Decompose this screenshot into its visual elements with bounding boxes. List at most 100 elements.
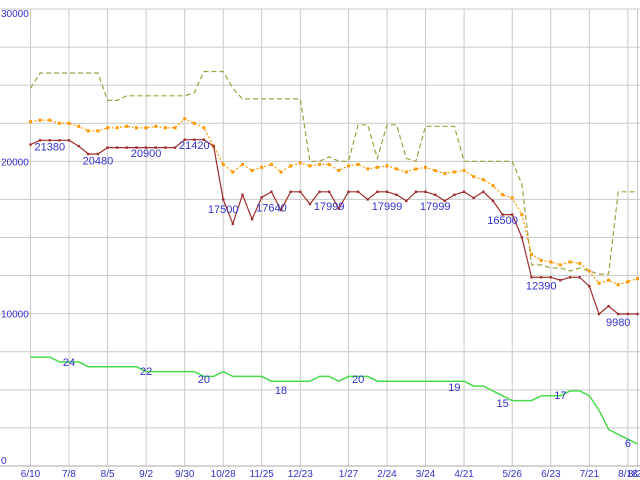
lowest-price-marker: [549, 276, 552, 279]
lowest-price-marker: [588, 285, 591, 288]
lowest-price-marker: [328, 190, 331, 193]
average-price-marker: [269, 162, 273, 166]
lowest-price-marker: [106, 146, 109, 149]
average-price-marker: [375, 165, 379, 169]
average-price-marker: [558, 263, 562, 267]
series-store-count: [30, 356, 638, 445]
average-price-marker: [424, 165, 427, 169]
lowest-price-marker: [578, 276, 581, 279]
average-price-marker: [48, 118, 52, 122]
lowest-price-marker: [424, 190, 427, 193]
average-price-marker: [308, 164, 312, 168]
lowest-price-marker: [125, 146, 128, 149]
average-price-marker: [106, 126, 110, 130]
lowest-price-marker: [356, 190, 360, 193]
series-average-price: [29, 117, 639, 287]
lowest-price-marker: [472, 196, 475, 200]
x-axis-label: 2/24: [377, 469, 397, 480]
average-price-marker: [597, 281, 601, 285]
lowest-price-marker: [385, 190, 389, 193]
average-price-marker: [192, 121, 196, 125]
average-price-marker: [607, 278, 611, 282]
lowest-price-marker: [58, 139, 61, 142]
lowest-price-marker: [520, 236, 524, 239]
price-annotation: 17999: [372, 201, 403, 213]
x-axis-label: 8/25: [628, 469, 640, 480]
average-price-marker: [327, 162, 331, 166]
lowest-price-marker: [212, 144, 215, 148]
average-price-marker: [395, 167, 399, 171]
lowest-price-marker: [559, 279, 562, 282]
count-annotation: 22: [140, 366, 152, 378]
average-price-marker: [135, 126, 138, 130]
lowest-price-marker: [626, 312, 630, 316]
lowest-price-marker: [77, 144, 80, 148]
y-axis-label: 10000: [1, 310, 29, 321]
price-annotation: 17500: [208, 204, 239, 216]
average-price-marker: [366, 167, 370, 171]
average-price-marker: [404, 170, 408, 174]
lowest-price-marker: [462, 190, 466, 193]
lowest-price-marker: [116, 146, 119, 149]
lowest-price-marker: [38, 139, 42, 142]
lowest-price-marker: [617, 312, 620, 316]
average-price-marker: [38, 118, 42, 122]
x-axis-label: 12/23: [288, 469, 313, 480]
price-annotation: 17999: [314, 201, 345, 213]
x-axis-label: 10/28: [211, 469, 236, 480]
lowest-price-marker: [491, 199, 495, 203]
x-axis-label: 1/27: [339, 469, 359, 480]
lowest-price-marker: [289, 190, 292, 193]
lowest-price-marker: [183, 138, 186, 141]
average-price-marker: [163, 126, 167, 130]
lowest-price-marker: [29, 143, 32, 146]
series-lowest-price: [29, 138, 639, 316]
average-price-marker: [173, 126, 177, 130]
average-price-marker: [501, 193, 505, 197]
lowest-price-marker: [96, 152, 100, 156]
x-axis-label: 9/30: [175, 469, 195, 480]
average-price-marker: [568, 260, 572, 264]
x-axis-label: 11/25: [250, 469, 275, 480]
average-price-marker: [472, 175, 476, 179]
lowest-price-marker: [366, 198, 369, 201]
average-price-marker: [510, 196, 514, 200]
lowest-price-marker: [482, 190, 485, 193]
average-price-marker: [626, 280, 630, 284]
count-annotation: 24: [63, 357, 75, 369]
average-price-marker: [183, 117, 187, 121]
lowest-price-marker: [395, 193, 398, 196]
lowest-price-marker: [376, 190, 379, 193]
average-price-marker: [29, 120, 32, 124]
average-price-marker: [202, 126, 206, 130]
x-axis-label: 3/24: [416, 469, 436, 480]
lowest-price-marker: [270, 190, 273, 193]
y-axis-label: 20000: [1, 157, 29, 168]
count-annotation: 18: [275, 385, 287, 397]
lowest-price-marker: [222, 198, 225, 201]
grid-lines: [0, 8, 640, 467]
average-price-marker: [530, 252, 533, 256]
average-price-marker: [491, 184, 495, 188]
axis-labels: 30000 20000 10000 0 6/10 7/8 8/5 9/2 9/30 10/28 11…: [1, 9, 640, 480]
average-price-marker: [144, 126, 148, 130]
price-annotation: 20900: [131, 148, 162, 160]
price-annotation: 21420: [179, 140, 210, 152]
x-axis-label: 5/26: [502, 469, 522, 480]
count-annotation: 19: [448, 382, 460, 394]
price-annotation: 9980: [606, 317, 630, 329]
lowest-price-marker: [193, 138, 196, 141]
average-price-marker: [337, 169, 341, 172]
average-price-marker: [578, 261, 582, 265]
lowest-price-marker: [568, 276, 572, 279]
average-price-marker: [443, 172, 447, 175]
lowest-price-marker: [250, 218, 254, 221]
price-annotation: 12390: [526, 280, 557, 292]
lowest-price-marker: [434, 193, 437, 196]
lowest-price-marker: [597, 312, 601, 316]
lowest-price-marker: [173, 146, 177, 149]
lowest-price-marker: [501, 213, 504, 216]
average-price-marker: [279, 170, 283, 174]
